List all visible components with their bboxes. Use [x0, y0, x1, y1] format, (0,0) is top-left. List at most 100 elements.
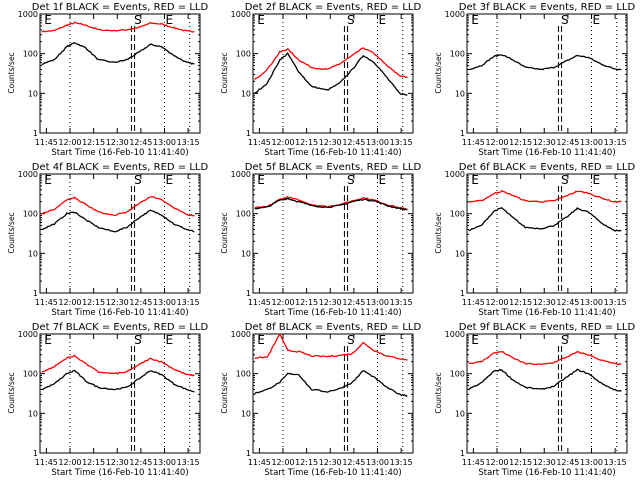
y-tick-label: 1000	[18, 10, 38, 19]
x-tick-label: 11:45	[462, 298, 485, 307]
plot-frame	[39, 333, 201, 454]
x-tick-label: 12:45	[129, 298, 152, 307]
lld-series-line	[468, 350, 622, 366]
x-tick-label: 11:45	[35, 298, 58, 307]
events-series-line	[468, 206, 622, 232]
y-tick-label: 1000	[445, 170, 465, 179]
y-axis-label: Counts/sec	[220, 372, 229, 413]
marker-letter-e: E	[257, 13, 265, 27]
x-tick-label: 12:00	[58, 138, 81, 147]
x-tick-label: 12:30	[533, 458, 556, 467]
y-axis-label: Counts/sec	[7, 212, 16, 253]
y-axis-label: Counts/sec	[220, 212, 229, 253]
x-tick-label: 12:00	[271, 298, 294, 307]
marker-letter-e: E	[593, 13, 601, 27]
x-axis-label: Start Time (16-Feb-10 11:41:40)	[264, 468, 401, 478]
panel-title: Det 2f BLACK = Events, RED = LLD	[245, 2, 422, 13]
x-tick-label: 12:30	[533, 298, 556, 307]
x-tick-label: 12:45	[129, 458, 152, 467]
x-tick-label: 13:15	[604, 138, 627, 147]
x-tick-label: 12:00	[271, 458, 294, 467]
x-tick-label: 12:45	[342, 138, 365, 147]
x-tick-label: 13:15	[177, 458, 200, 467]
y-tick-label: 10	[28, 249, 38, 258]
x-tick-label: 13:00	[366, 298, 389, 307]
lld-series-line	[41, 196, 195, 217]
marker-letter-e: E	[44, 13, 52, 27]
panel-det-7: Det 7f BLACK = Events, RED = LLD 1 10 100 10…	[7, 322, 208, 478]
marker-letter-s: S	[561, 333, 569, 347]
x-tick-label: 12:00	[271, 138, 294, 147]
x-tick-label: 12:30	[533, 138, 556, 147]
x-tick-label: 13:15	[604, 298, 627, 307]
plot-frame	[466, 13, 628, 134]
marker-letter-e: E	[471, 173, 479, 187]
y-tick-label: 1	[460, 289, 465, 298]
panel-title: Det 4f BLACK = Events, RED = LLD	[32, 162, 209, 173]
x-tick-label: 11:45	[35, 458, 58, 467]
y-tick-label: 1000	[445, 330, 465, 339]
marker-letter-e: E	[257, 333, 265, 347]
panel-det-2: Det 2f BLACK = Events, RED = LLD 1 10 100 10…	[220, 2, 421, 158]
y-tick-label: 10	[28, 89, 38, 98]
lld-series-line	[41, 354, 195, 377]
x-tick-label: 13:15	[604, 458, 627, 467]
y-axis-label: Counts/sec	[7, 372, 16, 413]
x-axis-label: Start Time (16-Feb-10 11:41:40)	[264, 148, 401, 158]
y-tick-label: 1000	[18, 330, 38, 339]
events-series-line	[468, 53, 622, 71]
x-tick-label: 12:30	[106, 298, 129, 307]
x-tick-label: 11:45	[248, 298, 271, 307]
plot-frame	[466, 173, 628, 294]
x-tick-label: 12:30	[319, 458, 342, 467]
y-axis-label: Counts/sec	[220, 52, 229, 93]
marker-letter-e: E	[44, 333, 52, 347]
marker-letter-e: E	[471, 13, 479, 27]
x-tick-label: 12:00	[485, 138, 508, 147]
y-tick-label: 10	[455, 89, 465, 98]
x-tick-label: 12:00	[485, 298, 508, 307]
y-tick-label: 1000	[231, 170, 251, 179]
y-axis-label: Counts/sec	[7, 52, 16, 93]
x-tick-label: 12:15	[295, 458, 318, 467]
x-tick-label: 12:45	[342, 298, 365, 307]
x-tick-label: 11:45	[35, 138, 58, 147]
x-tick-label: 12:45	[556, 298, 579, 307]
x-tick-label: 13:15	[390, 138, 413, 147]
events-series-line	[468, 368, 622, 392]
plot-frame	[39, 173, 201, 294]
x-tick-label: 13:00	[153, 458, 176, 467]
marker-letter-e: E	[593, 173, 601, 187]
events-series-line	[41, 369, 195, 393]
y-tick-label: 10	[241, 409, 251, 418]
marker-letter-e: E	[379, 333, 387, 347]
y-tick-label: 10	[455, 409, 465, 418]
marker-letter-s: S	[561, 173, 569, 187]
y-tick-label: 10	[241, 249, 251, 258]
plot-frame	[466, 333, 628, 454]
x-tick-label: 12:30	[106, 458, 129, 467]
x-tick-label: 12:30	[319, 298, 342, 307]
x-tick-label: 13:00	[153, 138, 176, 147]
panel-title: Det 5f BLACK = Events, RED = LLD	[245, 162, 422, 173]
y-tick-label: 1	[460, 129, 465, 138]
x-axis-label: Start Time (16-Feb-10 11:41:40)	[51, 468, 188, 478]
marker-letter-e: E	[166, 333, 174, 347]
y-tick-label: 100	[450, 370, 465, 379]
x-tick-label: 13:00	[580, 138, 603, 147]
panel-title: Det 3f BLACK = Events, RED = LLD	[459, 2, 636, 13]
events-series-line	[254, 51, 408, 96]
marker-letter-e: E	[379, 13, 387, 27]
x-tick-label: 12:00	[485, 458, 508, 467]
lld-series-line	[468, 189, 622, 203]
panel-title: Det 7f BLACK = Events, RED = LLD	[32, 322, 209, 333]
plot-frame	[252, 13, 414, 134]
y-tick-label: 1000	[231, 10, 251, 19]
x-tick-label: 12:15	[82, 298, 105, 307]
x-tick-label: 11:45	[248, 458, 271, 467]
plot-frame	[252, 333, 414, 454]
x-axis-label: Start Time (16-Feb-10 11:41:40)	[51, 148, 188, 158]
x-tick-label: 12:15	[295, 298, 318, 307]
x-tick-label: 13:00	[580, 298, 603, 307]
